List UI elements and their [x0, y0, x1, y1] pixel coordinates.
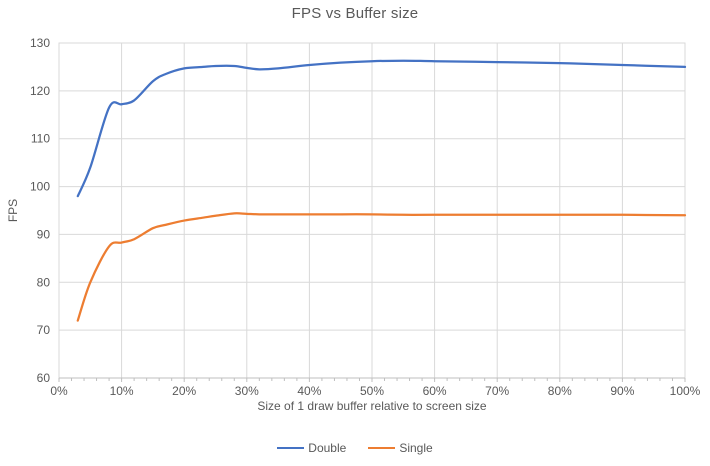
series-line-single[interactable] [76, 212, 687, 322]
legend-line-double [277, 447, 305, 449]
x-tick-label: 100% [670, 384, 701, 398]
y-tick-label: 100 [30, 180, 50, 194]
x-tick-label: 80% [548, 384, 572, 398]
legend-line-single [368, 447, 396, 449]
y-tick-label: 120 [30, 84, 50, 98]
y-tick-label: 60 [37, 371, 51, 385]
y-tick-label: 110 [31, 132, 50, 146]
y-tick-label: 130 [30, 36, 50, 50]
y-tick-label: 90 [37, 227, 51, 241]
series-line-double[interactable] [76, 59, 687, 198]
x-tick-label: 40% [297, 384, 321, 398]
x-tick-label: 10% [110, 384, 134, 398]
legend-item-single[interactable]: Single [368, 441, 433, 455]
legend-item-double[interactable]: Double [277, 441, 346, 455]
y-tick-label: 80 [37, 275, 51, 289]
x-tick-label: 30% [235, 384, 259, 398]
x-tick-label: 90% [610, 384, 634, 398]
x-tick-label: 20% [172, 384, 196, 398]
x-axis-title: Size of 1 draw buffer relative to screen… [257, 399, 487, 413]
legend: Double Single [0, 441, 710, 455]
y-tick-label: 70 [37, 323, 51, 337]
legend-label-double: Double [308, 441, 347, 455]
chart-title: FPS vs Buffer size [291, 5, 419, 22]
x-tick-label: 60% [423, 384, 447, 398]
x-tick-label: 50% [360, 384, 384, 398]
x-tick-label: 0% [50, 384, 68, 398]
x-tick-label: 70% [485, 384, 509, 398]
legend-label-single: Single [399, 441, 433, 455]
y-axis-title: FPS [6, 199, 20, 222]
